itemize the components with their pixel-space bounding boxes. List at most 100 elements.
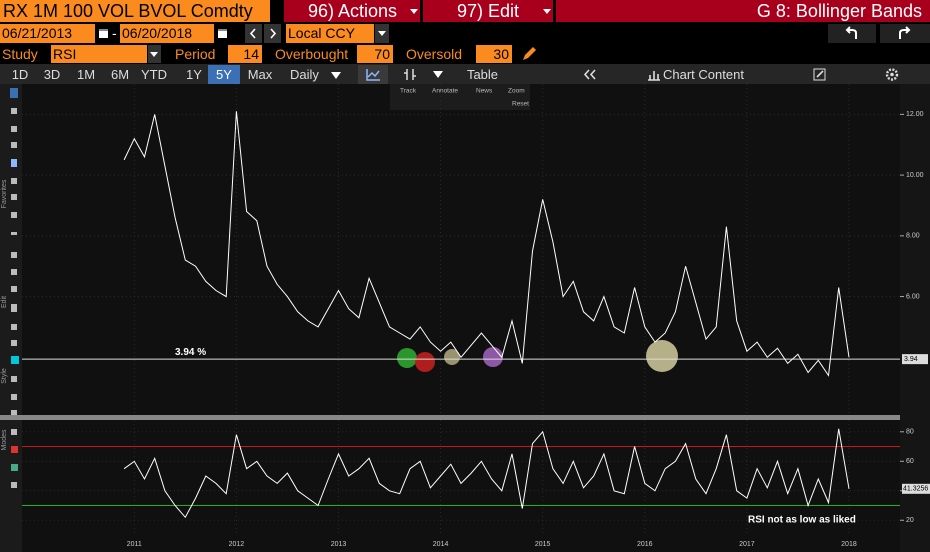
chart-type-button[interactable] (358, 65, 388, 84)
frequency-select[interactable]: Daily (290, 65, 341, 84)
range-tab[interactable]: 6M (110, 67, 130, 82)
icon (648, 71, 660, 81)
study-dropdown[interactable] (148, 45, 161, 63)
period-label: Period (175, 46, 216, 62)
data-line (123, 111, 850, 377)
icon (270, 28, 277, 39)
next-button[interactable] (264, 24, 281, 43)
dropdown-arrow (150, 52, 158, 57)
range-tab[interactable]: 1D (11, 67, 29, 82)
data-line (123, 428, 850, 519)
reference-label: 3.94 % (175, 347, 206, 358)
y-tick-label: 20 (906, 517, 914, 524)
calendar-icon[interactable] (97, 24, 111, 43)
calendar-icon[interactable] (216, 24, 230, 43)
x-tick-label: 2017 (739, 541, 755, 548)
prev-button[interactable] (245, 24, 262, 43)
edit-label: 97) Edit (457, 1, 520, 21)
currency-dropdown[interactable] (375, 24, 389, 43)
range-tab[interactable]: 5Y (208, 65, 240, 84)
circle-annotation[interactable] (415, 352, 435, 372)
range-tab[interactable]: 1M (76, 67, 96, 82)
chart-tools-bar (390, 84, 530, 110)
chart-tool[interactable]: Annotate (432, 88, 458, 95)
chart-tool[interactable]: Zoom (508, 88, 525, 95)
overbought-input[interactable]: 70 (357, 45, 393, 63)
dropdown-arrow (410, 9, 418, 14)
chart-content-label: Chart Content (663, 67, 744, 82)
study-name[interactable]: RSI (51, 45, 147, 63)
y-tick-label: 12.00 (906, 111, 924, 118)
bars-button[interactable] (400, 65, 420, 84)
background (0, 84, 930, 552)
chart-content-button[interactable]: Chart Content (645, 65, 765, 84)
y-tick-label: 60 (906, 458, 914, 465)
x-tick-label: 2012 (229, 541, 245, 548)
icon (249, 28, 256, 39)
dropdown-arrow (378, 31, 386, 36)
chart-area: Track Annotate News Zoom Reset Favorites Edit S… (0, 84, 930, 552)
bars-dropdown[interactable] (430, 65, 446, 84)
icon (218, 29, 227, 38)
range-tab[interactable]: 1Y (186, 67, 202, 82)
x-tick-label: 2014 (433, 541, 449, 548)
reset-button[interactable]: Reset (512, 101, 529, 108)
y-tick-label: 80 (906, 429, 914, 436)
period-input[interactable]: 14 (228, 45, 262, 63)
icon (404, 69, 416, 80)
circle-annotation[interactable] (397, 348, 417, 368)
dropdown-arrow (543, 9, 551, 14)
left-toolbar (0, 84, 22, 552)
icon (366, 69, 380, 81)
icon (813, 68, 826, 81)
settings-button[interactable] (882, 65, 902, 84)
y-tick-label: 6.00 (906, 293, 920, 300)
toolbar-icons (10, 88, 19, 488)
currency[interactable]: Local CCY (286, 24, 374, 43)
range-tab[interactable]: YTD (141, 67, 167, 82)
dropdown-arrow (331, 72, 341, 79)
icon (99, 29, 108, 38)
icon (885, 68, 899, 81)
function-title: G 8: Bollinger Bands (556, 0, 930, 22)
rsi-annotation: RSI not as low as liked (748, 515, 856, 526)
ticker[interactable]: RX 1M 100 VOL BVOL Comdty (0, 0, 270, 22)
right-axis (900, 84, 930, 552)
x-tick-label: 2013 (331, 541, 347, 548)
circle-annotation[interactable] (444, 349, 460, 365)
end-date[interactable]: 06/20/2018 (120, 24, 214, 43)
panel-separator (0, 415, 930, 420)
range-tab[interactable]: Max (247, 67, 273, 82)
x-tick-label: 2015 (535, 541, 551, 548)
undo-button[interactable] (828, 24, 876, 43)
range-tab[interactable]: 3D (43, 67, 61, 82)
icon (899, 26, 911, 39)
collapse-button[interactable] (578, 65, 602, 84)
oversold-input[interactable]: 30 (476, 45, 512, 63)
circle-annotation[interactable] (646, 340, 678, 372)
dropdown-arrow (433, 71, 443, 78)
y-tick-label: 8.00 (906, 233, 920, 240)
actions-menu[interactable]: 96) Actions (284, 0, 420, 22)
reference-axis-label: 3.94 (904, 356, 918, 363)
oversold-label: Oversold (406, 46, 463, 62)
y-tick-label: 10.00 (906, 172, 924, 179)
frequency-label: Daily (290, 67, 319, 82)
start-date[interactable]: 06/21/2013 (0, 24, 95, 43)
edit-menu[interactable]: 97) Edit (423, 0, 553, 22)
annotation-circles (397, 340, 678, 372)
x-tick-label: 2016 (637, 541, 653, 548)
study-label: Study (2, 46, 38, 62)
circle-annotation[interactable] (483, 347, 503, 367)
redo-button[interactable] (880, 24, 930, 43)
chart-tool[interactable]: News (476, 88, 493, 95)
side-label: Modes (1, 429, 8, 451)
pencil-icon[interactable] (520, 45, 538, 63)
side-label: Style (1, 368, 8, 384)
last-value-label: 41.3256 (903, 486, 928, 493)
table-button[interactable]: Table (466, 67, 499, 82)
edit-chart-button[interactable] (810, 65, 830, 84)
date-separator: - (112, 25, 117, 41)
chart-tool[interactable]: Track (400, 88, 417, 95)
